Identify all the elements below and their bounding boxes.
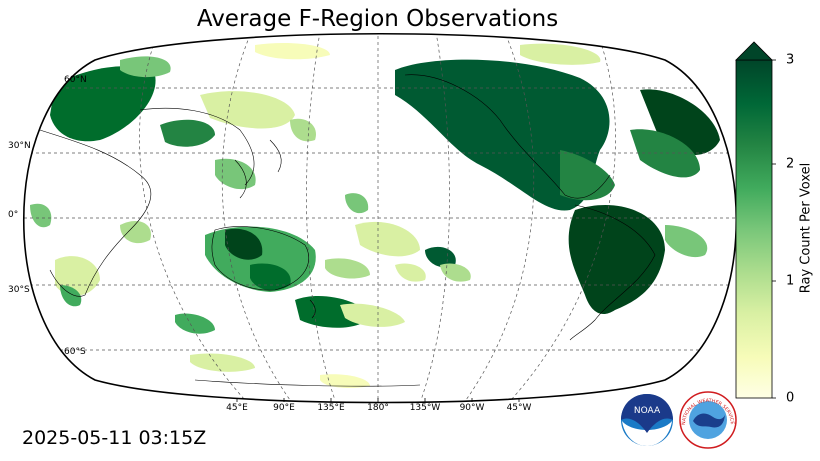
colorbar-tick-marks <box>772 59 776 399</box>
lon-label-180: 180° <box>367 403 389 413</box>
patch-pacific-3 <box>325 258 370 279</box>
patch-pacific-1 <box>345 193 369 214</box>
lat-label-30n: 30°N <box>8 141 31 151</box>
patch-indian-ocean <box>120 220 151 244</box>
patch-se-asia <box>215 158 256 190</box>
patch-australia-south <box>250 263 291 291</box>
colorbar-gradient <box>735 59 773 399</box>
patch-northern-europe <box>50 66 156 142</box>
patch-north-pacific <box>520 43 601 65</box>
patch-australia-core <box>225 228 263 260</box>
patch-pacific-5 <box>440 263 471 282</box>
lon-label-45w: 45°W <box>506 403 532 413</box>
patch-europe-north <box>120 56 171 78</box>
lon-label-90e: 90°E <box>273 403 295 413</box>
lon-tick-marks <box>236 398 520 402</box>
patch-central-asia <box>160 119 215 147</box>
colorbar <box>735 41 776 399</box>
timestamp: 2025-05-11 03:15Z <box>22 427 207 449</box>
colorbar-tick-0: 0 <box>786 390 795 406</box>
lon-label-90w: 90°W <box>459 403 485 413</box>
lat-label-30s: 30°S <box>8 285 30 295</box>
patch-north-america <box>395 59 610 211</box>
patch-pacific-4 <box>425 246 456 268</box>
noaa-logo: NOAA <box>621 394 673 446</box>
lon-label-135w: 135°W <box>409 403 441 413</box>
noaa-logo-text: NOAA <box>634 406 661 416</box>
lon-label-135e: 135°E <box>317 403 345 413</box>
patch-south-america <box>568 204 665 315</box>
patch-southern-ocean-3 <box>175 313 215 334</box>
lat-label-0: 0° <box>8 210 19 220</box>
patch-pacific-6 <box>395 263 426 282</box>
colorbar-tick-2: 2 <box>786 156 795 172</box>
patch-arctic <box>255 43 330 60</box>
colorbar-extend-arrow <box>735 41 773 61</box>
colorbar-tick-1: 1 <box>786 273 795 289</box>
patch-south-america-edge <box>665 225 708 258</box>
patch-greenland-edge <box>630 129 700 178</box>
colorbar-tick-3: 3 <box>786 52 795 68</box>
patch-asia-light <box>200 91 295 129</box>
map-outline <box>23 32 737 404</box>
colorbar-label: Ray Count Per Voxel <box>798 162 814 294</box>
patch-japan <box>290 118 316 142</box>
nws-logo: NATIONAL WEATHER SERVICE <box>679 391 737 449</box>
coastlines <box>39 74 656 387</box>
patch-south-indian <box>190 353 255 372</box>
map-title: Average F-Region Observations <box>196 6 559 32</box>
lat-label-60n: 60°N <box>64 75 87 85</box>
lon-label-45e: 45°E <box>226 403 248 413</box>
patch-north-america-edge <box>560 150 615 201</box>
patch-pacific-2 <box>355 221 420 257</box>
patch-west-africa <box>30 203 52 228</box>
patch-south-pacific <box>320 374 370 388</box>
lat-label-60s: 60°S <box>64 347 86 357</box>
patch-southern-ocean-2 <box>340 303 405 327</box>
